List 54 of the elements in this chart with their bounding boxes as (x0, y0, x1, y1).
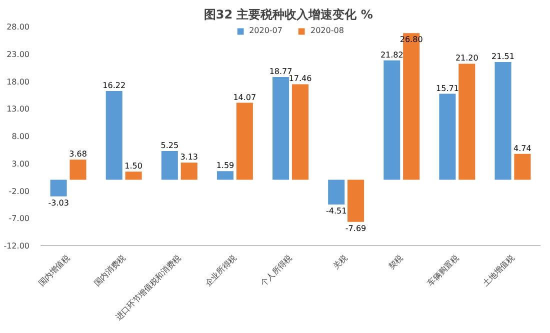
data-label: 17.46 (288, 74, 312, 84)
x-tick-label: 个人所得税 (259, 253, 294, 288)
bar (292, 84, 308, 180)
data-label: 21.51 (492, 52, 514, 62)
data-label: 15.71 (436, 84, 459, 93)
bar (125, 172, 142, 180)
bar (161, 151, 178, 180)
data-label: -3.03 (48, 198, 69, 208)
y-tick-label: 3.00 (12, 159, 30, 168)
data-label: 3.13 (180, 152, 198, 162)
data-label: 16.22 (102, 80, 126, 90)
data-label: 14.07 (233, 92, 256, 102)
x-tick-label: 关税 (332, 253, 350, 271)
bar (70, 160, 86, 180)
bar (514, 154, 531, 180)
bar (216, 171, 234, 180)
bar (494, 62, 512, 180)
y-tick-label: 28.00 (6, 22, 30, 32)
bar (348, 180, 364, 222)
data-label: 21.82 (380, 50, 404, 60)
data-label: 3.68 (69, 150, 87, 159)
data-label: -4.51 (326, 206, 347, 216)
x-tick-label: 国内增值税 (36, 253, 72, 288)
y-tick-label: 13.00 (6, 104, 30, 114)
data-label: 1.59 (216, 161, 234, 170)
data-label: 5.25 (160, 141, 179, 150)
chart-title: 图32 主要税种收入增速变化 % (204, 8, 373, 22)
legend-label: 2020-08 (310, 26, 344, 35)
x-tick-label: 国内消费税 (92, 253, 128, 288)
y-tick-label: 23.00 (6, 50, 30, 59)
bar (180, 162, 198, 180)
bar (328, 180, 345, 204)
y-tick-label: -7.00 (8, 214, 30, 224)
bar (106, 90, 122, 180)
bar (272, 77, 290, 180)
y-tick-label: 8.00 (12, 132, 30, 141)
data-label: 1.50 (124, 162, 142, 171)
x-tick-label: 企业所得税 (203, 253, 238, 288)
bar (236, 102, 253, 180)
x-tick-label: 车辆购置税 (426, 253, 460, 288)
bar (384, 60, 400, 180)
y-tick-label: 18.00 (6, 77, 30, 86)
data-label: 4.74 (514, 144, 532, 153)
y-tick-label: -2.00 (8, 186, 30, 196)
x-tick-label: 土地增值税 (481, 253, 516, 288)
data-label: -7.69 (345, 224, 366, 233)
data-label: 18.77 (269, 67, 292, 76)
data-label: 21.20 (455, 54, 478, 63)
bar (50, 180, 67, 196)
bar (458, 64, 476, 180)
y-tick-label: -12.00 (4, 242, 30, 250)
bar (439, 94, 456, 180)
x-tick-label: 契税 (387, 253, 405, 271)
legend-label: 2020-07 (249, 26, 282, 35)
